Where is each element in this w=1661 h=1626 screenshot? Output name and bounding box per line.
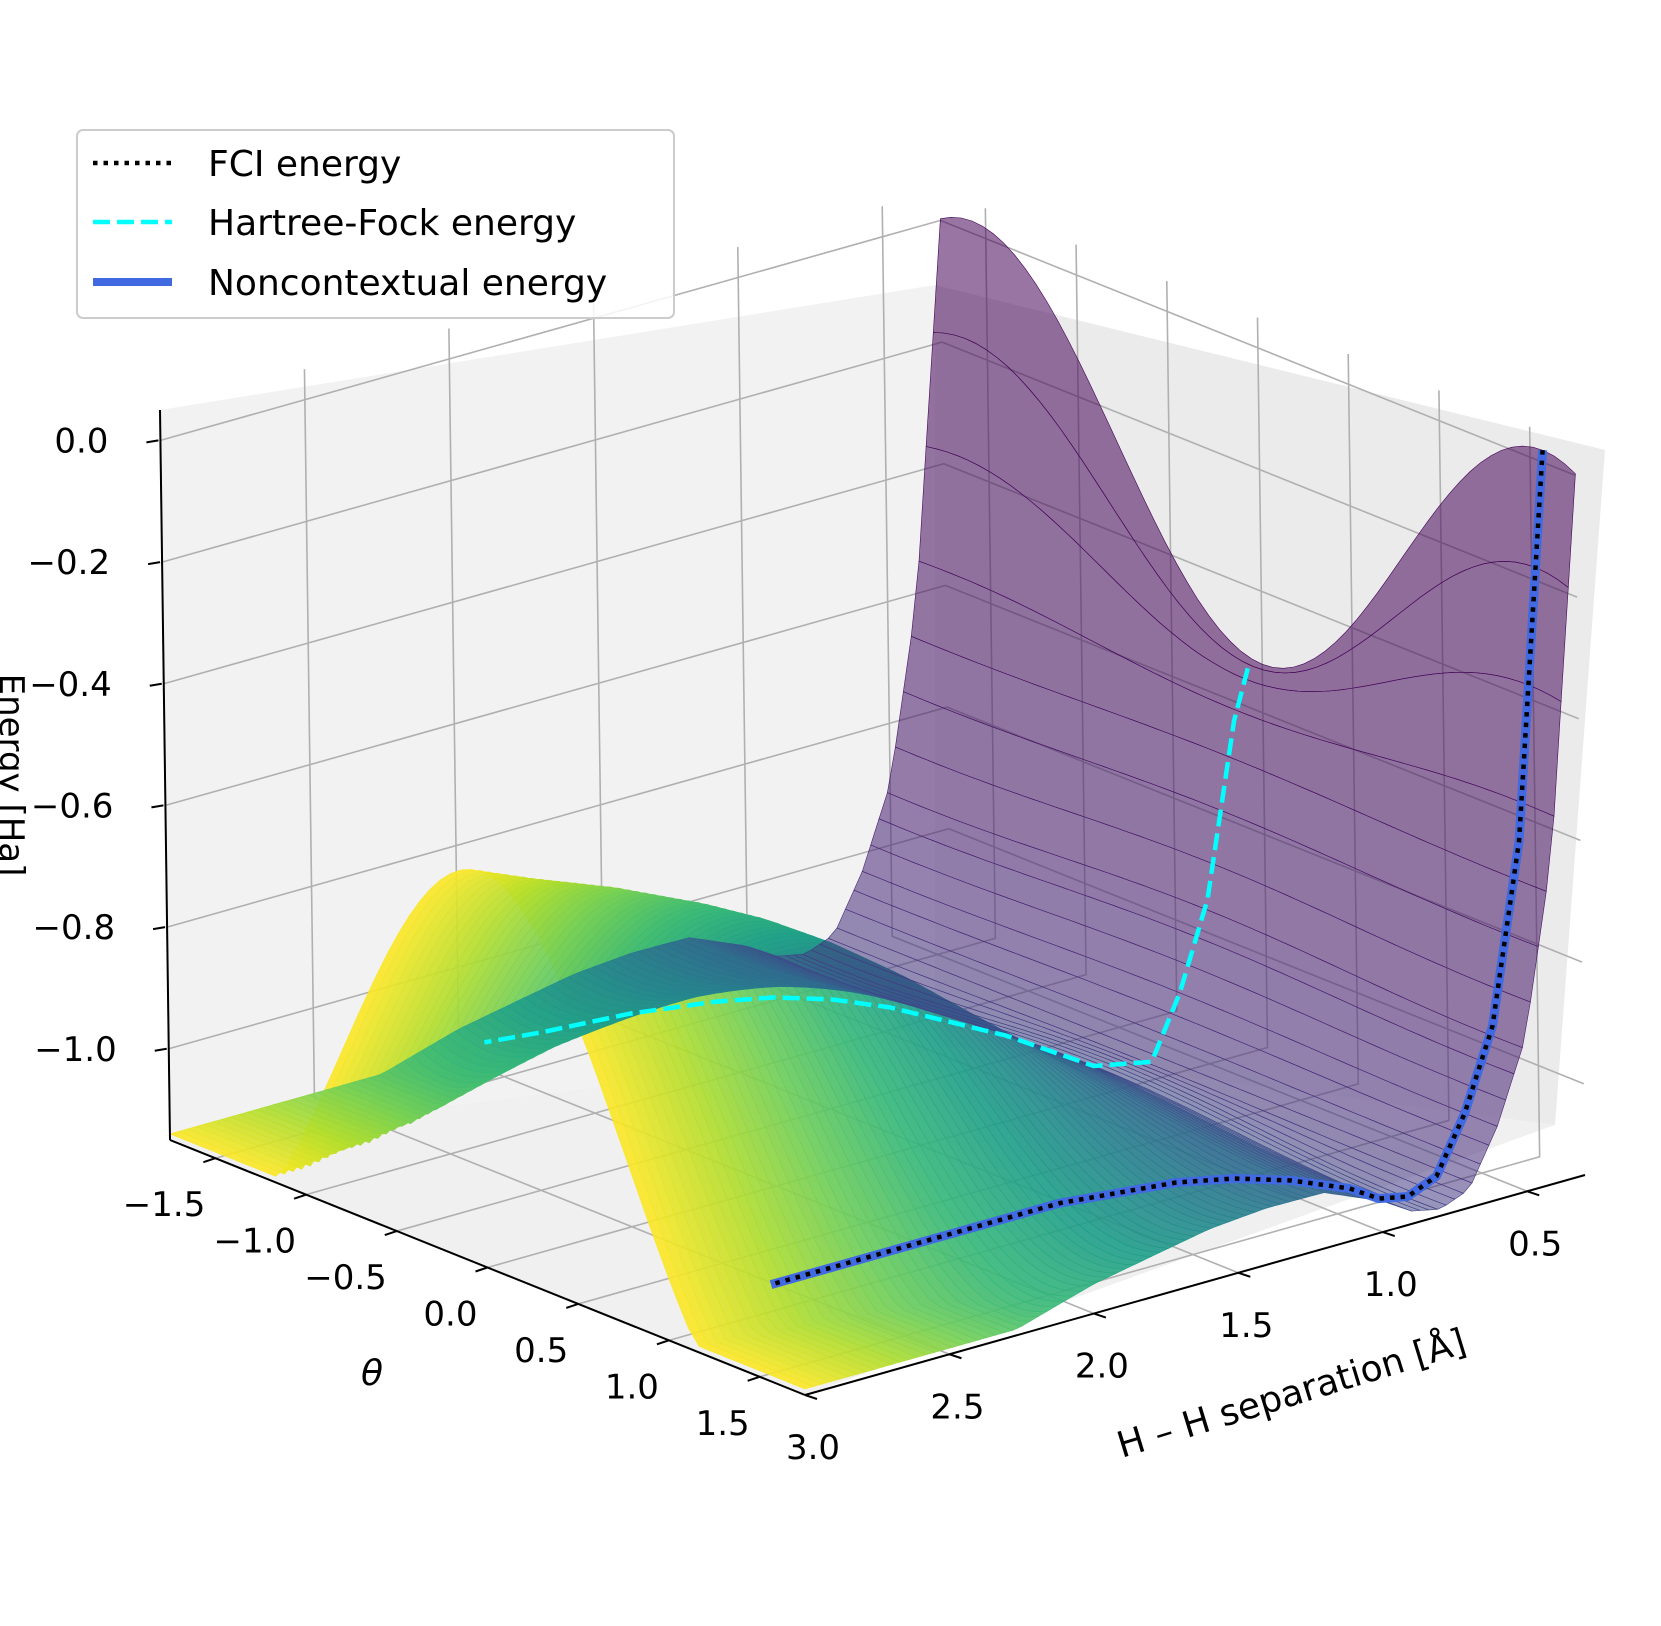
theta-tick-mark [747, 1375, 760, 1382]
legend-nc-label: Noncontextual energy [208, 263, 607, 304]
theta-tick-label: −1.0 [214, 1222, 297, 1262]
legend-box [76, 129, 675, 319]
theta-axis-label: θ [361, 1353, 383, 1394]
separation-tick-mark [1093, 1312, 1107, 1319]
theta-tick-label: −0.5 [304, 1258, 387, 1298]
z-tick-label: 0.0 [54, 421, 108, 461]
legend-fci-label: FCI energy [208, 144, 401, 185]
z-tick-mark [152, 926, 166, 931]
z-tick-mark [154, 1047, 167, 1052]
separation-tick-label: 1.5 [1219, 1306, 1273, 1346]
z-tick-label: −0.2 [28, 543, 111, 583]
separation-tick-mark [1526, 1190, 1540, 1197]
theta-tick-label: 0.5 [514, 1331, 568, 1371]
theta-tick-label: 1.0 [605, 1367, 659, 1407]
theta-tick-mark [384, 1230, 398, 1237]
z-tick-label: −0.8 [33, 908, 116, 948]
theta-tick-label: 0.0 [423, 1295, 477, 1335]
series-line-hartree-fock-energy [484, 667, 1250, 1069]
z-axis-line [159, 409, 171, 1141]
separation-tick-mark [1382, 1231, 1396, 1237]
theta-tick-mark [475, 1266, 488, 1273]
z-tick-mark [147, 561, 161, 566]
legend-hf-label: Hartree-Fock energy [208, 203, 576, 244]
z-tick-label: −1.0 [34, 1030, 117, 1070]
separation-axis-line [804, 1174, 1586, 1396]
theta-tick-label: −1.5 [123, 1185, 206, 1225]
separation-axis-ticks: 0.5 1.0 1.5 2.0 2.5 3.0 [786, 1190, 1562, 1468]
separation-tick-mark [804, 1394, 818, 1400]
separation-tick-label: 3.0 [786, 1428, 840, 1468]
series-curves [484, 449, 1548, 1289]
separation-tick-label: 1.0 [1364, 1265, 1418, 1305]
theta-axis-ticks: −1.5−1.0−0.5 0.0 0.5 1.0 1.5 [123, 1157, 760, 1444]
theta-tick-label: 1.5 [696, 1404, 750, 1444]
z-tick-mark [151, 804, 164, 809]
separation-tick-label: 0.5 [1508, 1224, 1562, 1264]
theta-tick-mark [656, 1339, 670, 1346]
z-tick-label: −0.4 [29, 665, 112, 705]
separation-axis-label: H – H separation [Å] [1112, 1320, 1471, 1467]
separation-tick-mark [949, 1353, 962, 1360]
surface-strip [932, 216, 1576, 674]
separation-tick-mark [1238, 1271, 1251, 1278]
z-axis-label: Energy [Ha] [0, 674, 31, 877]
theta-tick-mark [565, 1302, 579, 1309]
z-tick-label: −0.6 [31, 786, 114, 826]
theta-tick-mark [203, 1157, 216, 1164]
z-tick-mark [146, 439, 159, 444]
series-line-fci-energy [770, 449, 1545, 1287]
legend: FCI energy Hartree-Fock energy Noncontex… [76, 129, 675, 319]
z-axis-ticks: 0.0 −0.2 −0.4 −0.6 −0.8 −1.0 [28, 421, 167, 1070]
separation-tick-label: 2.0 [1075, 1347, 1129, 1387]
separation-tick-label: 2.5 [930, 1387, 984, 1427]
z-tick-mark [149, 682, 162, 687]
theta-tick-mark [293, 1193, 307, 1200]
